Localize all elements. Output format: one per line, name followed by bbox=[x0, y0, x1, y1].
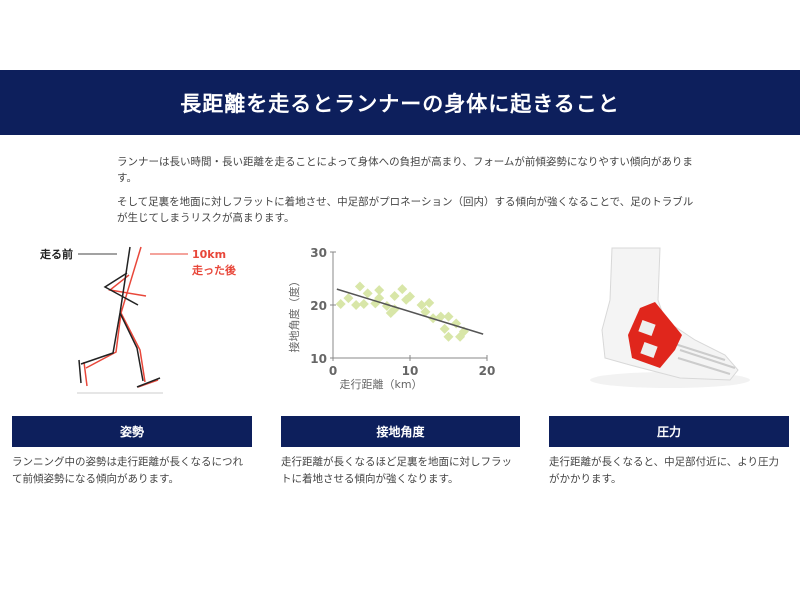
data-point bbox=[424, 297, 435, 308]
data-point bbox=[397, 284, 408, 295]
intro-text: ランナーは長い時間・長い距離を走ることによって身体への負担が高まり、フォームが前… bbox=[117, 154, 697, 234]
x-tick-label: 20 bbox=[479, 364, 496, 378]
data-point bbox=[362, 288, 373, 299]
x-tick-label: 10 bbox=[402, 364, 419, 378]
data-point bbox=[435, 311, 446, 322]
label-after-distance: 10km bbox=[192, 248, 226, 261]
section-header-pressure: 圧力 bbox=[549, 416, 789, 447]
data-point bbox=[354, 281, 365, 292]
section-header-contact-angle: 接地角度 bbox=[281, 416, 520, 447]
data-point bbox=[416, 300, 427, 310]
y-tick-label: 30 bbox=[310, 246, 327, 260]
section-text-contact-angle: 走行距離が長くなるほど足裏を地面に対しフラットに着地させる傾向が強くなります。 bbox=[281, 456, 512, 485]
x-tick-label: 0 bbox=[329, 364, 337, 378]
label-after: 走った後 bbox=[191, 263, 237, 277]
data-point bbox=[389, 290, 400, 301]
section-header-posture: 姿勢 bbox=[12, 416, 252, 447]
data-point bbox=[351, 300, 362, 310]
data-point bbox=[343, 293, 354, 304]
data-point bbox=[420, 306, 431, 317]
header-band: 長距離を走るとランナーの身体に起きること bbox=[0, 70, 800, 135]
data-point bbox=[443, 331, 454, 342]
label-before: 走る前 bbox=[39, 247, 73, 261]
section-text-pressure: 走行距離が長くなると、中足部付近に、より圧力がかかります。 bbox=[549, 456, 780, 485]
data-point bbox=[381, 301, 392, 312]
trend-line bbox=[336, 288, 484, 335]
data-point bbox=[443, 311, 454, 322]
posture-figure: 走る前 10km 走った後 bbox=[39, 246, 237, 394]
intro-paragraph: そして足裏を地面に対しフラットに着地させ、中足部がプロネーション（回内）する傾向… bbox=[117, 196, 694, 224]
before-stick-figure bbox=[78, 246, 161, 388]
intro-paragraph: ランナーは長い時間・長い距離を走ることによって身体への負担が高まり、フォームが前… bbox=[117, 156, 693, 184]
foot-illustration bbox=[590, 247, 750, 388]
data-point bbox=[335, 298, 346, 309]
data-point bbox=[405, 291, 415, 302]
x-axis-label: 走行距離（km） bbox=[339, 377, 422, 391]
data-point bbox=[358, 298, 369, 309]
y-axis-label: 接地角度（度） bbox=[287, 276, 301, 353]
after-stick-figure bbox=[83, 246, 159, 388]
y-tick-label: 20 bbox=[310, 299, 327, 313]
section-text-posture: ランニング中の姿勢は走行距離が長くなるにつれて前傾姿勢になる傾向があります。 bbox=[12, 456, 243, 485]
y-tick-label: 10 bbox=[310, 352, 327, 366]
data-point bbox=[374, 285, 385, 296]
data-point bbox=[439, 323, 450, 334]
foot-figure bbox=[590, 247, 750, 388]
page-title: 長距離を走るとランナーの身体に起きること bbox=[180, 91, 620, 116]
